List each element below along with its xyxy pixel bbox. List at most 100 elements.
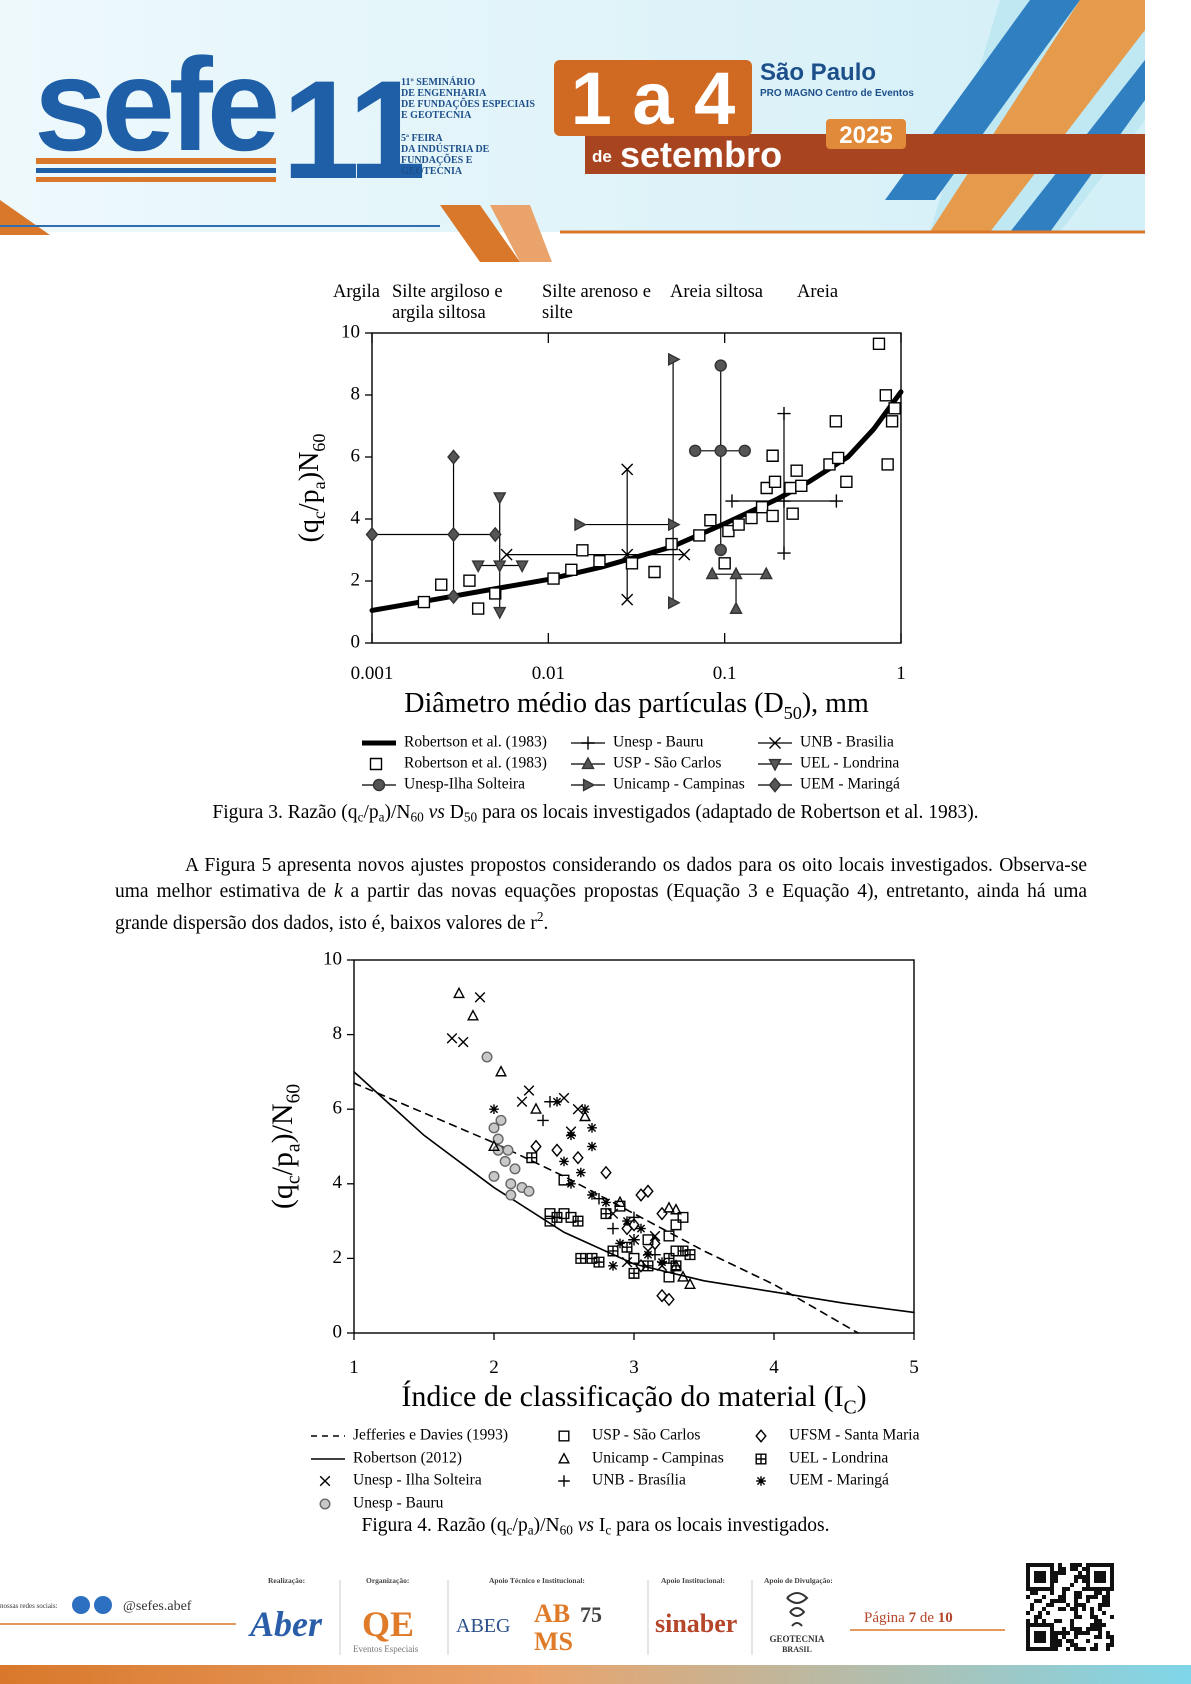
point <box>628 1267 640 1279</box>
figure-caption: Figura 3. Razão (qc/pa)/N60 vs D50 para … <box>0 802 1191 825</box>
range-end-marker <box>493 492 507 505</box>
legend-label: UEM - Maringá <box>800 776 900 793</box>
range-end-marker <box>500 548 513 561</box>
qr-cell <box>1026 1647 1030 1651</box>
zone-label: Silte argiloso e <box>392 282 503 302</box>
qr-cell <box>1066 1647 1070 1651</box>
qr-cell <box>1042 1647 1046 1651</box>
footer-bar <box>0 1665 1191 1684</box>
qr-cell <box>1098 1623 1102 1627</box>
point <box>704 514 717 527</box>
section-label: Apoio de Divulgação: <box>764 1576 833 1585</box>
point <box>663 1201 675 1213</box>
legend-swatch <box>755 1429 767 1443</box>
legend-label: Robertson et al. (1983) <box>404 755 547 772</box>
chart: 0 2 4 6 8 10 0.001 0.01 0.1 1 Argila Silte argiloso… <box>294 282 906 793</box>
qr-cell <box>1042 1639 1046 1643</box>
logo-caption: Eventos Especiais <box>353 1644 419 1654</box>
qr-cell <box>1082 1575 1086 1579</box>
qr-cell <box>1026 1579 1030 1583</box>
section-label: Organização: <box>366 1576 409 1585</box>
qr-cell <box>1050 1623 1054 1627</box>
qr-cell <box>1070 1567 1074 1571</box>
legend-swatch <box>756 1476 766 1486</box>
x-tick-label: 1 <box>349 1357 359 1378</box>
qr-cell <box>1062 1571 1066 1575</box>
qr-cell <box>1042 1631 1046 1635</box>
point <box>530 1102 542 1114</box>
qr-cell <box>1106 1631 1110 1635</box>
logo-75: 75 <box>580 1602 602 1627</box>
qr-cell <box>1078 1591 1082 1595</box>
y-tick-label: 0 <box>351 631 361 652</box>
qr-cell <box>1066 1603 1070 1607</box>
range-end-marker <box>488 526 502 543</box>
point <box>656 1206 668 1221</box>
qr-cell <box>1050 1631 1054 1635</box>
qr-cell <box>1082 1603 1086 1607</box>
caption-text: D <box>449 802 464 823</box>
qr-cell <box>1026 1643 1030 1647</box>
qr-cell <box>1090 1595 1094 1599</box>
qr-cell <box>1034 1619 1038 1623</box>
caption-sub: 60 <box>410 809 424 825</box>
legend-label: UEL - Londrina <box>800 755 899 772</box>
qr-cell <box>1058 1607 1062 1611</box>
point <box>565 563 578 577</box>
point <box>467 1009 479 1021</box>
qr-cell <box>1062 1635 1066 1639</box>
qr-cell <box>1026 1611 1030 1615</box>
qr-cell <box>1026 1571 1030 1575</box>
qr-cell <box>1102 1563 1106 1567</box>
range-end-marker <box>725 494 739 508</box>
qr-cell <box>1098 1575 1102 1579</box>
point <box>537 1114 549 1127</box>
caption-sub: 60 <box>559 1522 573 1538</box>
qr-cell <box>1054 1575 1058 1579</box>
figure-caption: Figura 4. Razão (qc/pa)/N60 vs Ic para o… <box>0 1515 1191 1538</box>
month-prefix: de <box>592 147 612 166</box>
y-tick-label: 4 <box>333 1172 343 1193</box>
qr-cell <box>1106 1595 1110 1599</box>
point <box>729 566 743 580</box>
qr-cell <box>1062 1627 1066 1631</box>
point <box>636 1223 646 1234</box>
social-icon <box>72 1596 90 1614</box>
caption-text: para os locais investigados (adaptado de… <box>481 802 979 823</box>
qr-cell <box>1070 1583 1074 1587</box>
range-end-marker <box>668 596 681 610</box>
page-total: 10 <box>938 1610 953 1626</box>
qr-cell <box>1110 1643 1114 1647</box>
legend-label: UNB - Brasília <box>592 1472 686 1489</box>
qr-cell <box>1070 1623 1074 1627</box>
zone-label: Argila <box>333 282 380 302</box>
point <box>657 1257 667 1267</box>
caption-text: /p <box>512 1515 528 1536</box>
qr-cell <box>1030 1647 1034 1651</box>
qr-cell <box>1058 1599 1062 1603</box>
qr-cell <box>1082 1607 1086 1611</box>
qr-cell <box>1046 1647 1050 1651</box>
range-end-marker <box>829 494 843 508</box>
qr-cell <box>1110 1575 1114 1579</box>
legend-label: Robertson et al. (1983) <box>404 734 547 751</box>
qr-cell <box>1042 1595 1046 1599</box>
section-label: Apoio Técnico e Institucional: <box>489 1576 585 1585</box>
y-tick-label: 2 <box>351 569 361 590</box>
qr-cell <box>1082 1631 1086 1635</box>
seminar-line: 11º SEMINÁRIO <box>401 76 475 88</box>
axis-label-sub: c <box>309 511 329 519</box>
y-tick-label: 4 <box>351 507 361 528</box>
point <box>879 389 893 402</box>
point <box>493 560 507 574</box>
legend-swatch <box>769 737 781 749</box>
qr-cell <box>1026 1575 1030 1579</box>
range-end-marker <box>447 449 460 465</box>
qr-cell <box>1026 1627 1030 1631</box>
qr-cell <box>1038 1563 1042 1567</box>
qr-cell <box>1102 1587 1106 1591</box>
point <box>625 557 639 570</box>
range-end-marker <box>729 601 743 614</box>
point <box>608 1261 618 1271</box>
